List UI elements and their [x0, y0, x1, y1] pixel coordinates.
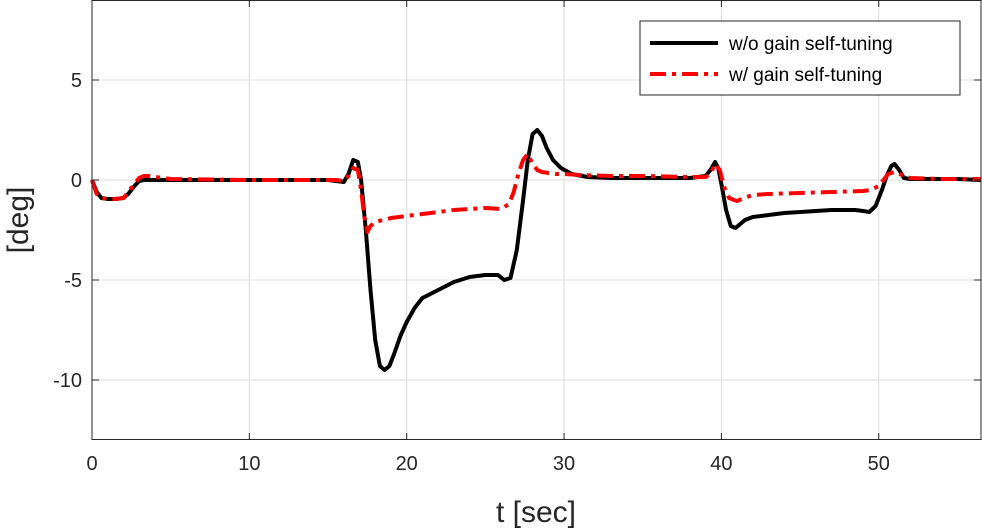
x-tick-label: 30 — [553, 453, 575, 475]
y-tick-label: 0 — [71, 170, 82, 192]
x-tick-label: 0 — [86, 453, 97, 475]
x-tick-label: 20 — [396, 453, 418, 475]
x-tick-label: 40 — [710, 453, 732, 475]
y-axis-title: [deg] — [2, 187, 35, 254]
y-tick-label: 5 — [71, 70, 82, 92]
axis-ticks: 0 10 20 30 40 50 -10 -5 0 5 — [53, 0, 981, 475]
x-tick-label: 50 — [868, 453, 890, 475]
series-lines — [90, 128, 982, 372]
series-line-2 — [90, 152, 981, 234]
x-axis-title: t [sec] — [496, 496, 576, 529]
legend: w/o gain self-tuning w/ gain self-tuning — [639, 20, 961, 96]
legend-label-series-2: w/ gain self-tuning — [728, 65, 882, 86]
legend-box — [639, 20, 961, 96]
y-tick-label: -5 — [64, 270, 82, 292]
legend-label-series-1: w/o gain self-tuning — [728, 34, 893, 55]
y-tick-label: -10 — [53, 370, 82, 392]
plot-frame — [91, 0, 982, 440]
x-tick-label: 10 — [238, 453, 260, 475]
